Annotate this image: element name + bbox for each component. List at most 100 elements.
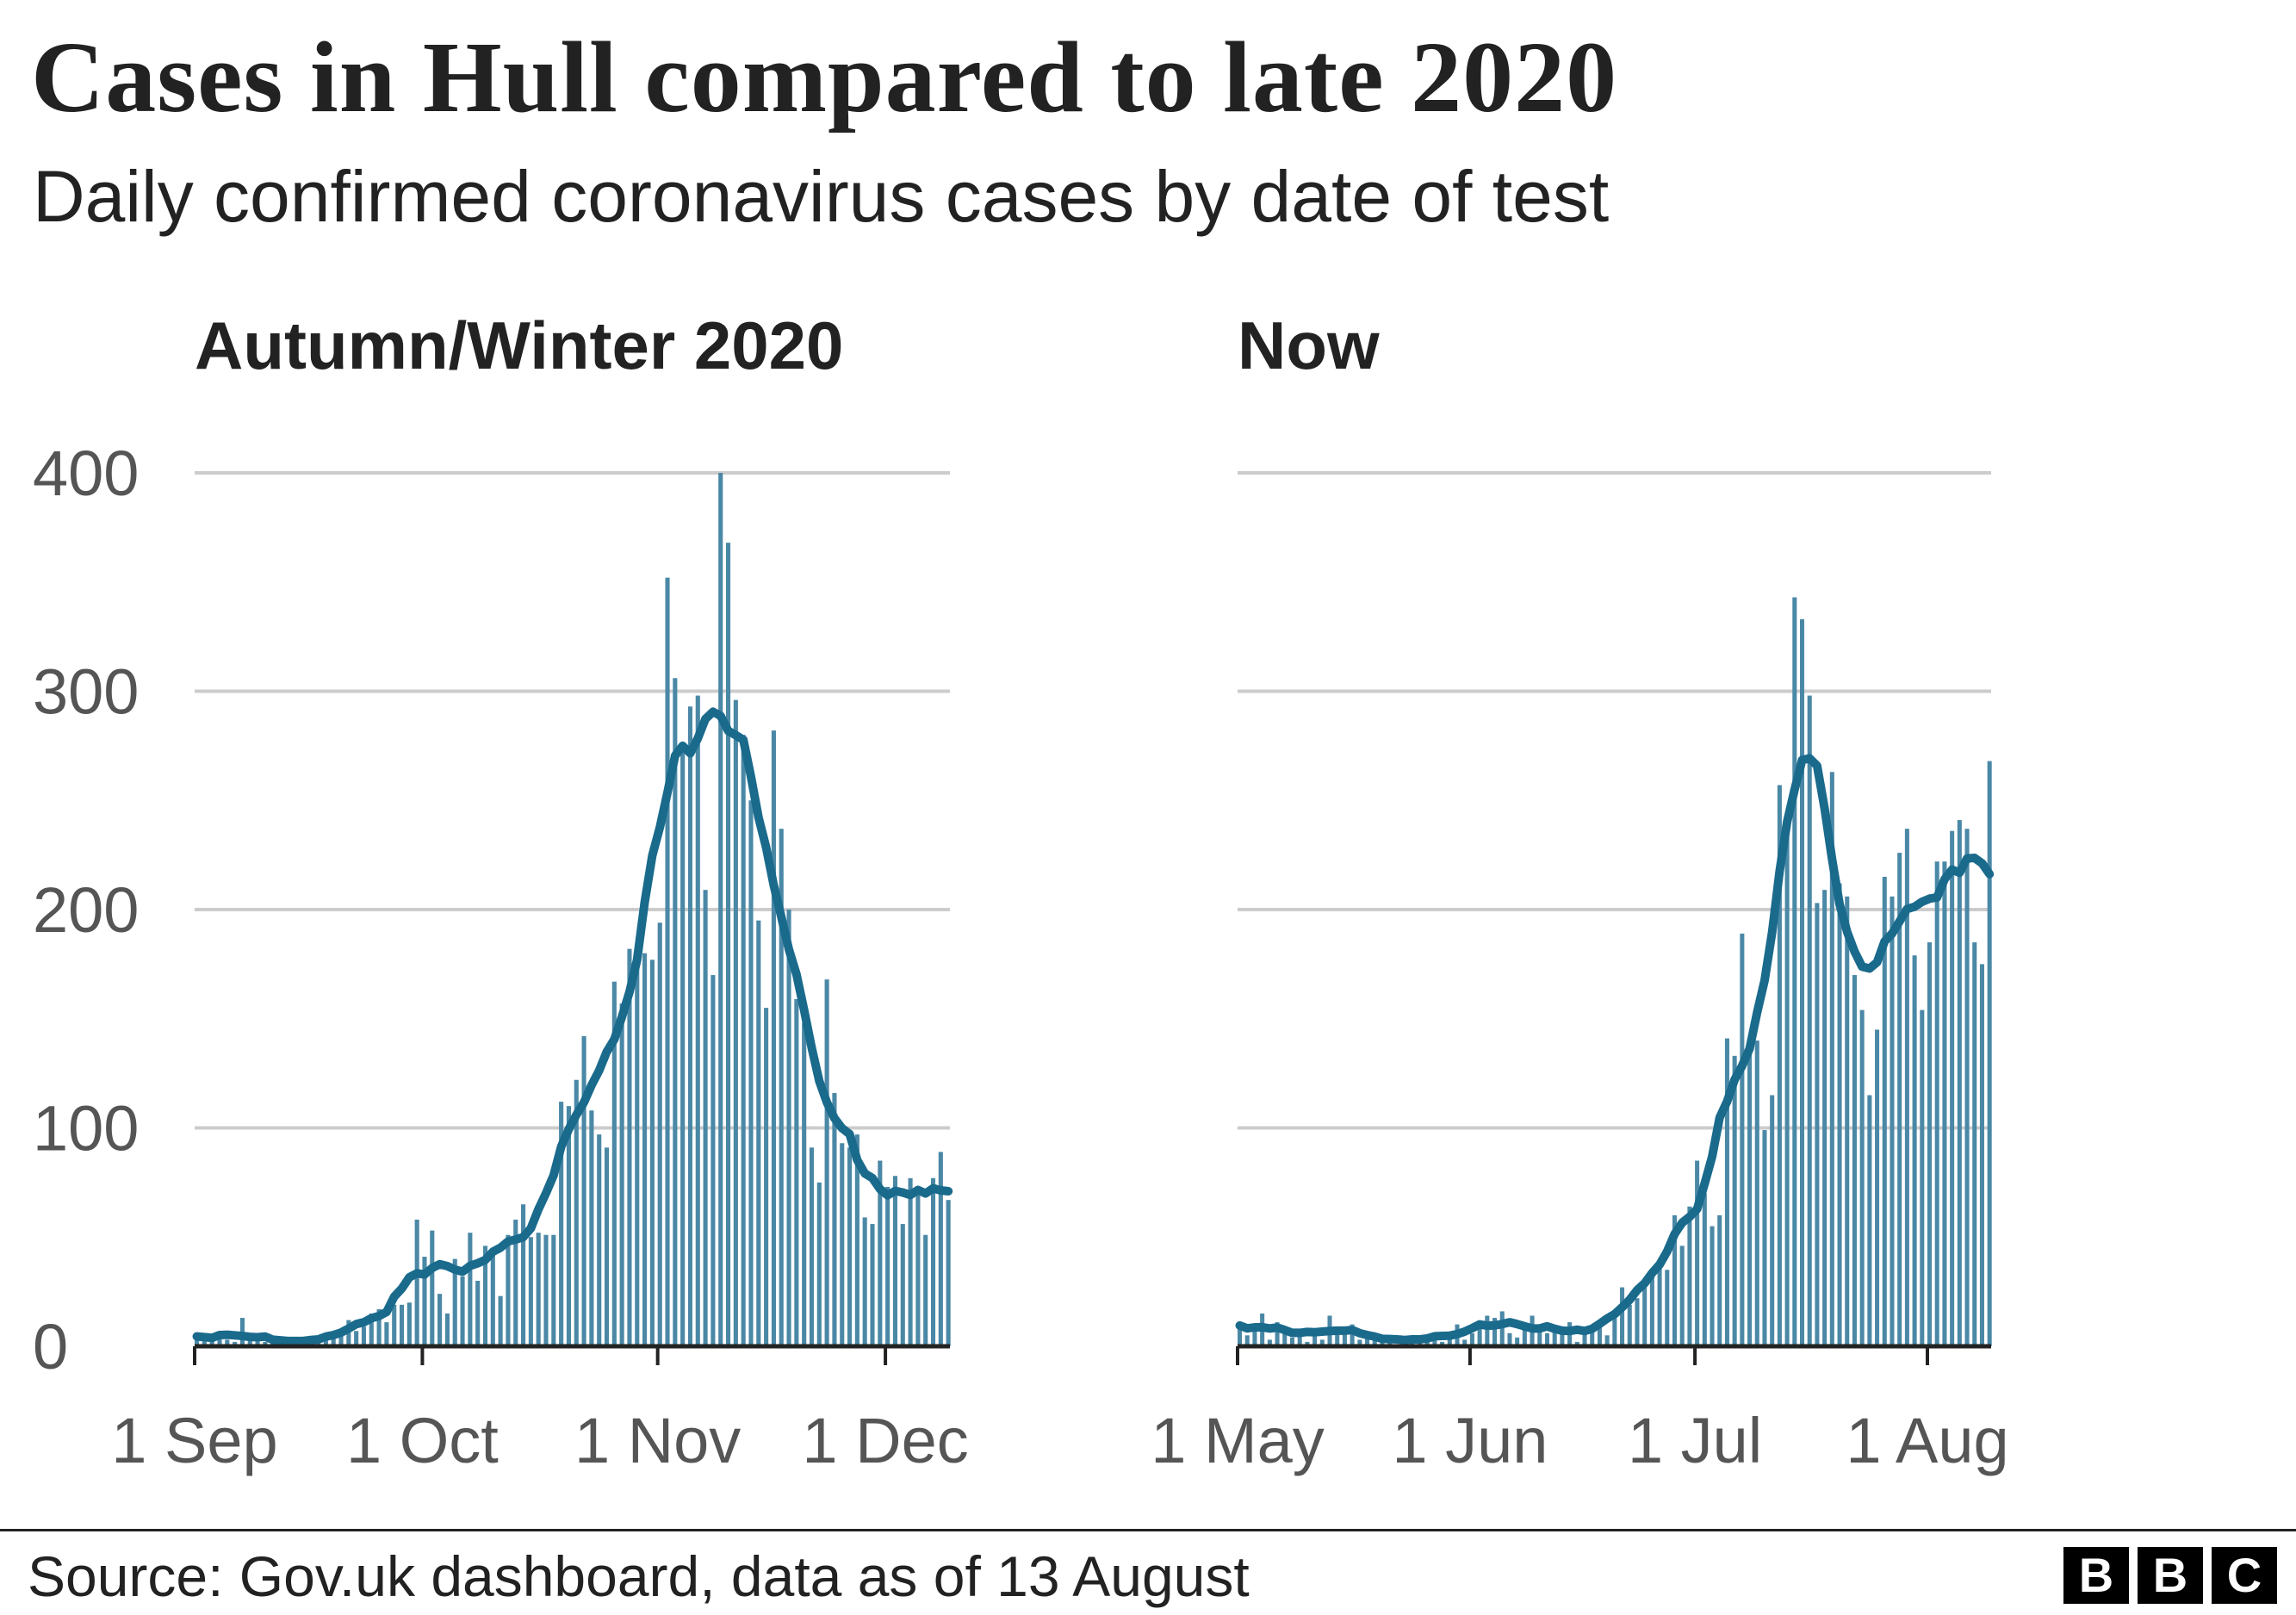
bar	[847, 1147, 853, 1346]
bar	[673, 678, 678, 1346]
panel-title: Autumn/Winter 2020	[195, 307, 843, 383]
bar	[1927, 942, 1933, 1346]
bar	[1469, 1332, 1474, 1346]
y-tick-label: 400	[33, 438, 139, 509]
bar	[1522, 1324, 1527, 1346]
bar	[1762, 1130, 1767, 1346]
bar	[1964, 829, 1970, 1346]
bar	[695, 695, 700, 1346]
bar	[559, 1102, 564, 1346]
bar	[1297, 1328, 1302, 1346]
bar	[1747, 1047, 1753, 1346]
bar	[1717, 1214, 1722, 1346]
bar	[452, 1258, 457, 1346]
bar	[870, 1224, 875, 1346]
bar	[840, 1143, 845, 1346]
x-tick-label: 1 Oct	[346, 1405, 499, 1476]
y-tick-label: 100	[33, 1093, 139, 1165]
bar	[862, 1217, 867, 1346]
chart-title: Cases in Hull compared to late 2020	[31, 21, 1618, 134]
bar	[642, 953, 648, 1346]
bar	[1305, 1341, 1310, 1346]
bar	[1754, 1040, 1759, 1346]
bar	[1620, 1287, 1625, 1346]
bar	[225, 1339, 230, 1346]
bar	[809, 1147, 815, 1346]
bar	[878, 1160, 883, 1346]
bar	[1799, 618, 1805, 1346]
bar	[1440, 1341, 1445, 1346]
bar	[1957, 820, 1962, 1346]
bar	[1837, 883, 1842, 1346]
bar	[1972, 942, 1977, 1346]
bar	[1657, 1267, 1662, 1346]
bar	[930, 1177, 936, 1346]
y-tick-label: 200	[33, 874, 139, 946]
bar	[1777, 785, 1782, 1346]
bar	[1282, 1326, 1288, 1346]
bar	[764, 1008, 769, 1346]
bar	[802, 1022, 807, 1346]
bar	[1649, 1271, 1654, 1346]
bar	[779, 829, 784, 1346]
bar	[1544, 1332, 1550, 1346]
bar	[1582, 1328, 1587, 1346]
x-tick-label: 1 Sep	[111, 1405, 277, 1476]
rolling-average-line	[1235, 754, 1995, 1345]
bar	[1350, 1324, 1355, 1346]
bar	[786, 910, 791, 1346]
x-tick-label: 1 Jul	[1628, 1405, 1762, 1476]
bar	[338, 1332, 344, 1346]
bar	[946, 1200, 951, 1346]
bar	[1679, 1245, 1685, 1346]
x-tick-label: 1 Dec	[802, 1405, 968, 1476]
bar	[1770, 1095, 1775, 1346]
bar	[1357, 1339, 1362, 1346]
bar	[1560, 1332, 1565, 1346]
bbc-logo: B B C	[2063, 1547, 2277, 1604]
bar	[748, 800, 754, 1346]
bbc-logo-letter: B	[2138, 1547, 2203, 1604]
bar	[1890, 896, 1895, 1346]
bar	[406, 1302, 412, 1346]
bar	[1950, 830, 1955, 1346]
bar	[1365, 1332, 1370, 1346]
bar	[498, 1295, 503, 1346]
bar	[468, 1233, 473, 1346]
bar	[1792, 597, 1797, 1346]
bar	[195, 1339, 200, 1346]
bar	[1627, 1304, 1632, 1346]
bar	[1275, 1322, 1280, 1346]
bar	[1387, 1341, 1393, 1346]
bar	[1244, 1335, 1250, 1346]
bar	[1312, 1332, 1318, 1346]
bar	[771, 730, 776, 1346]
bar	[1702, 1193, 1707, 1346]
bar	[1635, 1298, 1640, 1346]
y-tick-label: 300	[33, 656, 139, 728]
bar	[1687, 1206, 1692, 1346]
bar	[1574, 1341, 1579, 1346]
bar	[482, 1245, 488, 1346]
bar	[589, 1110, 594, 1346]
bar	[1859, 1009, 1865, 1346]
bar	[611, 981, 617, 1346]
bar	[1979, 964, 1984, 1346]
bar	[900, 1224, 905, 1346]
bar	[1252, 1324, 1257, 1346]
bar	[1597, 1324, 1602, 1346]
bar	[513, 1219, 518, 1346]
bar	[824, 979, 829, 1346]
bbc-logo-letter: C	[2212, 1547, 2277, 1604]
bar	[521, 1204, 526, 1346]
bar	[1672, 1214, 1678, 1346]
bar	[597, 1134, 602, 1346]
bar	[1942, 861, 1947, 1346]
bar	[506, 1234, 511, 1346]
bar	[528, 1237, 533, 1346]
bar	[217, 1332, 222, 1346]
bar	[741, 735, 746, 1346]
bar	[414, 1219, 419, 1346]
x-tick-label: 1 Nov	[574, 1405, 741, 1476]
bar	[1784, 830, 1790, 1346]
